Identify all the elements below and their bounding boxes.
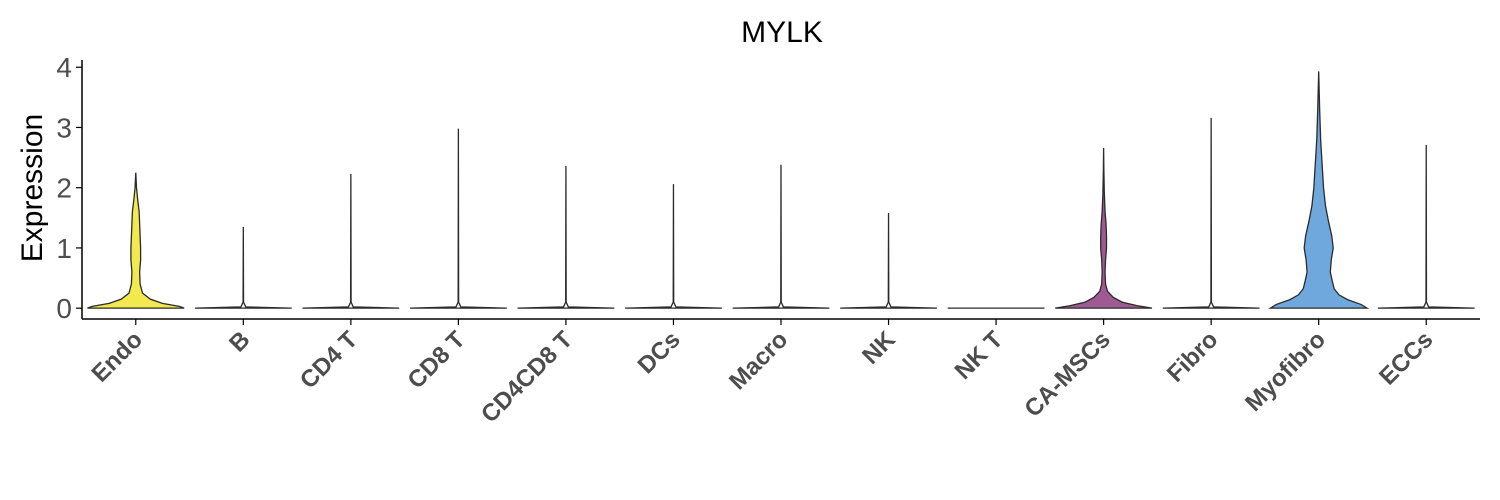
x-tick-label-eccs: ECCs bbox=[1374, 326, 1438, 390]
y-tick-label: 0 bbox=[56, 293, 72, 324]
violin-cd4-t bbox=[302, 173, 400, 309]
violin-group bbox=[87, 71, 1475, 309]
y-tick-label: 3 bbox=[56, 112, 72, 143]
x-tick-label-fibro: Fibro bbox=[1162, 326, 1224, 388]
violin-b bbox=[194, 226, 292, 309]
violin-nk bbox=[840, 212, 937, 309]
violin-dcs bbox=[625, 184, 722, 309]
x-tick-label-cd8-t: CD8 T bbox=[403, 326, 471, 394]
y-tick-label: 1 bbox=[56, 233, 72, 264]
x-tick-label-myofibro: Myofibro bbox=[1240, 326, 1331, 417]
x-tick-label-endo: Endo bbox=[86, 326, 148, 388]
x-tick-label-b: B bbox=[224, 326, 255, 357]
y-ticks: 0 1 2 3 4 bbox=[56, 52, 82, 324]
y-axis-label: Expression bbox=[16, 114, 49, 262]
x-tick-label-cd4cd8-t: CD4CD8 T bbox=[476, 326, 578, 428]
violin-fibro bbox=[1162, 117, 1260, 309]
x-tick-label-ca-mscs: CA-MSCs bbox=[1019, 326, 1115, 422]
y-tick-label: 2 bbox=[56, 173, 72, 204]
x-tick-label-nk: NK bbox=[857, 326, 901, 370]
y-tick-label: 4 bbox=[56, 52, 72, 83]
violin-cd8-t bbox=[409, 128, 507, 309]
x-tick-label-nk-t: NK T bbox=[950, 326, 1009, 385]
x-tick-label-cd4-t: CD4 T bbox=[295, 326, 363, 394]
violin-cd4cd8-t bbox=[517, 166, 615, 309]
chart-title: MYLK bbox=[741, 16, 823, 49]
violin-ca-mscs bbox=[1055, 147, 1153, 309]
violin-myofibro bbox=[1268, 71, 1370, 309]
x-tick-label-macro: Macro bbox=[724, 326, 793, 395]
x-ticks: Endo B CD4 T CD8 T CD4CD8 T DCs Macro NK NK T CA-… bbox=[86, 319, 1438, 428]
x-tick-label-dcs: DCs bbox=[633, 326, 686, 379]
violin-macro bbox=[732, 164, 830, 309]
violin-eccs bbox=[1377, 144, 1475, 309]
violin-endo bbox=[87, 172, 185, 309]
